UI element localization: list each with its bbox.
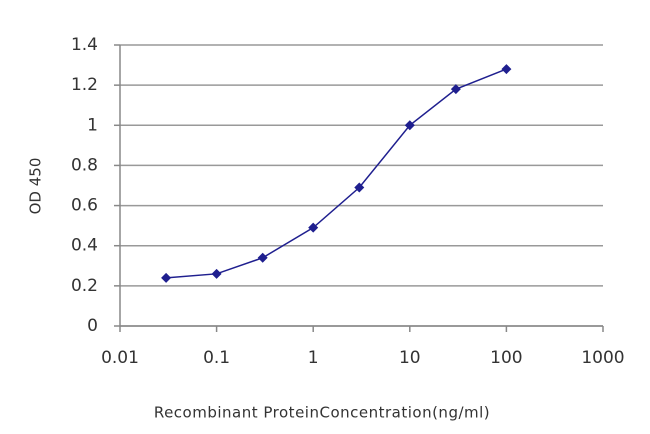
- marker: [211, 268, 222, 279]
- y-tick-label: 0.6: [71, 196, 98, 216]
- y-tick-label: 1.4: [71, 35, 98, 55]
- y-tick-label: 0.4: [71, 236, 98, 256]
- x-axis-label: Recombinant ProteinConcentration(ng/ml): [154, 404, 490, 422]
- marker: [450, 84, 461, 95]
- y-tick-label: 0: [87, 316, 98, 336]
- marker: [404, 120, 415, 131]
- y-axis-label: OD 450: [27, 158, 45, 215]
- x-tick-label: 10: [399, 348, 421, 368]
- line-series: [166, 68, 507, 279]
- x-tick-label: 1000: [581, 348, 624, 368]
- y-tick-label: 0.2: [71, 276, 98, 296]
- x-tick-label: 100: [490, 348, 522, 368]
- x-tick-label: 0.01: [101, 348, 139, 368]
- marker: [501, 64, 512, 75]
- marker: [308, 222, 319, 233]
- marker: [257, 252, 268, 263]
- x-tick-label: 1: [308, 348, 319, 368]
- x-tick-label: 0.1: [203, 348, 230, 368]
- marker: [161, 272, 172, 283]
- y-tick-label: 1.2: [71, 75, 98, 95]
- y-tick-label: 1: [87, 115, 98, 135]
- marker: [354, 182, 365, 193]
- y-tick-label: 0.8: [71, 155, 98, 175]
